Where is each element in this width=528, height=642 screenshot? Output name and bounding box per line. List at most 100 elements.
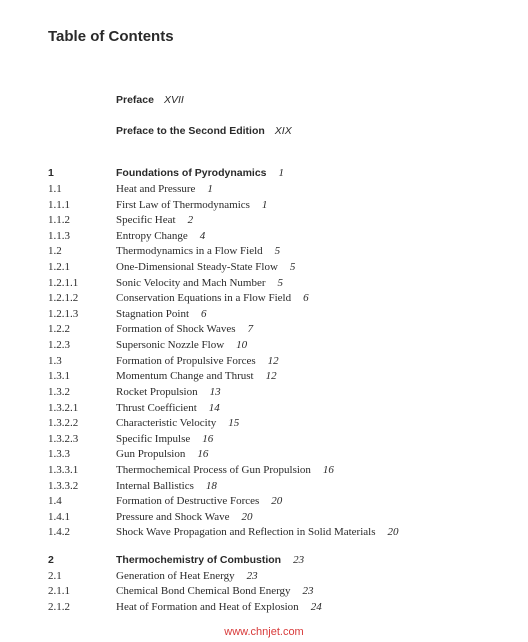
toc-row: 1.2.1.2Conservation Equations in a Flow … [48,291,480,307]
toc-number: 1.3.2.3 [48,432,116,448]
toc-number: 1.1.3 [48,229,116,245]
preface-page: XVII [164,94,184,106]
preface-label: Preface to the Second Edition [116,125,265,137]
toc-gap [48,541,480,553]
toc-title: Rocket Propulsion [116,386,198,398]
toc-row: 1.1.1First Law of Thermodynamics1 [48,198,480,214]
toc-entry-text: Heat of Formation and Heat of Explosion 2… [116,600,322,616]
toc-entry-text: Internal Ballistics18 [116,479,217,495]
toc-number: 1.2.1.2 [48,291,116,307]
toc-number: 1.3.3.1 [48,463,116,479]
toc-title: Formation of Destructive Forces [116,495,259,507]
toc-title: Conservation Equations in a Flow Field [116,292,291,304]
toc-page: 20 [271,495,282,507]
toc-page: 15 [228,417,239,429]
toc-entry-text: First Law of Thermodynamics1 [116,198,267,214]
preface-page: XIX [275,125,292,137]
toc-title: Heat and Pressure [116,183,195,195]
preface-container: Preface XVII Preface to the Second Edition… [48,93,480,138]
toc-entry-text: Supersonic Nozzle Flow10 [116,338,247,354]
toc-row: 1.3.3.2Internal Ballistics18 [48,479,480,495]
toc-row: 1.3.3Gun Propulsion 16 [48,447,480,463]
toc-title: Shock Wave Propagation and Reflection in… [116,526,376,538]
toc-page: 1 [207,183,213,195]
toc-title: Thermodynamics in a Flow Field [116,245,263,257]
toc-title: Formation of Shock Waves [116,323,236,335]
toc-title: Foundations of Pyrodynamics [116,167,267,179]
toc-title: Pressure and Shock Wave [116,511,229,523]
toc-chapter-row: 2Thermochemistry of Combustion23 [48,553,480,569]
toc-page: 6 [303,292,309,304]
toc-page: 5 [278,277,284,289]
toc-page: 12 [268,355,279,367]
toc-number: 1.3.2.2 [48,416,116,432]
toc-row: 1.4Formation of Destructive Forces20 [48,494,480,510]
toc-page: 20 [241,511,252,523]
toc-number: 1.3.3 [48,447,116,463]
toc-number: 1 [48,166,116,182]
toc-row: 1.2.1.1Sonic Velocity and Mach Number5 [48,276,480,292]
toc-row: 2.1.1Chemical Bond Chemical Bond Energy2… [48,584,480,600]
preface-row: Preface to the Second Edition XIX [116,124,480,139]
toc-entry-text: Characteristic Velocity 15 [116,416,239,432]
toc-entry-text: Thermodynamics in a Flow Field5 [116,244,280,260]
toc-entry-text: Formation of Destructive Forces 20 [116,494,282,510]
toc-row: 1.3.2Rocket Propulsion13 [48,385,480,401]
toc-row: 1.2.3Supersonic Nozzle Flow10 [48,338,480,354]
page-title: Table of Contents [48,28,480,45]
toc-entry-text: Stagnation Point6 [116,307,207,323]
toc-number: 1.4.2 [48,525,116,541]
toc-title: Heat of Formation and Heat of Explosion [116,601,299,613]
toc-number: 2.1.1 [48,584,116,600]
toc-entry-text: Chemical Bond Chemical Bond Energy23 [116,584,314,600]
toc-number: 1.2.3 [48,338,116,354]
toc-page: 5 [290,261,296,273]
toc-chapter-row: 1Foundations of Pyrodynamics1 [48,166,480,182]
toc-row: 1.2.2Formation of Shock Waves 7 [48,322,480,338]
toc-row: 1.1.2Specific Heat2 [48,213,480,229]
toc-page: 16 [202,433,213,445]
toc-number: 1.2.1 [48,260,116,276]
preface-label: Preface [116,94,154,106]
toc-row: 2.1.2Heat of Formation and Heat of Explo… [48,600,480,616]
toc-number: 1.2 [48,244,116,260]
toc-entry-text: Entropy Change4 [116,229,205,245]
toc-number: 1.3.2 [48,385,116,401]
toc-entry-text: Pressure and Shock Wave 20 [116,510,252,526]
watermark: www.chnjet.com [0,626,528,638]
preface-row: Preface XVII [116,93,480,108]
toc-row: 1.3.2.1Thrust Coefficient 14 [48,401,480,417]
toc-number: 1.1.1 [48,198,116,214]
toc-number: 1.3.2.1 [48,401,116,417]
toc-page: 24 [311,601,322,613]
toc-number: 2.1 [48,569,116,585]
toc-number: 1.2.2 [48,322,116,338]
toc-number: 1.3.3.2 [48,479,116,495]
toc-page: 10 [236,339,247,351]
toc-title: One-Dimensional Steady-State Flow [116,261,278,273]
toc-row: 1.1Heat and Pressure1 [48,182,480,198]
toc-entry-text: Gun Propulsion 16 [116,447,208,463]
toc-page: 12 [266,370,277,382]
toc-title: Thrust Coefficient [116,402,197,414]
toc-title: Gun Propulsion [116,448,185,460]
toc-entry-text: Thrust Coefficient 14 [116,401,220,417]
toc-number: 2 [48,553,116,569]
toc-page: 7 [248,323,254,335]
toc-number: 1.4.1 [48,510,116,526]
toc-title: Formation of Propulsive Forces [116,355,256,367]
toc-number: 1.1.2 [48,213,116,229]
toc-number: 1.3.1 [48,369,116,385]
toc-entry-text: Conservation Equations in a Flow Field 6 [116,291,309,307]
toc-row: 1.3.3.1Thermochemical Process of Gun Pro… [48,463,480,479]
toc-row: 1.4.1Pressure and Shock Wave 20 [48,510,480,526]
toc-title: Characteristic Velocity [116,417,216,429]
toc-row: 1.3.2.2Characteristic Velocity 15 [48,416,480,432]
toc-page: 23 [303,585,314,597]
toc-page: 16 [197,448,208,460]
toc-page: 6 [201,308,207,320]
toc-entry-text: Specific Impulse16 [116,432,213,448]
toc-number: 1.2.1.1 [48,276,116,292]
toc-row: 1.2.1One-Dimensional Steady-State Flow 5 [48,260,480,276]
toc-page: 14 [209,402,220,414]
